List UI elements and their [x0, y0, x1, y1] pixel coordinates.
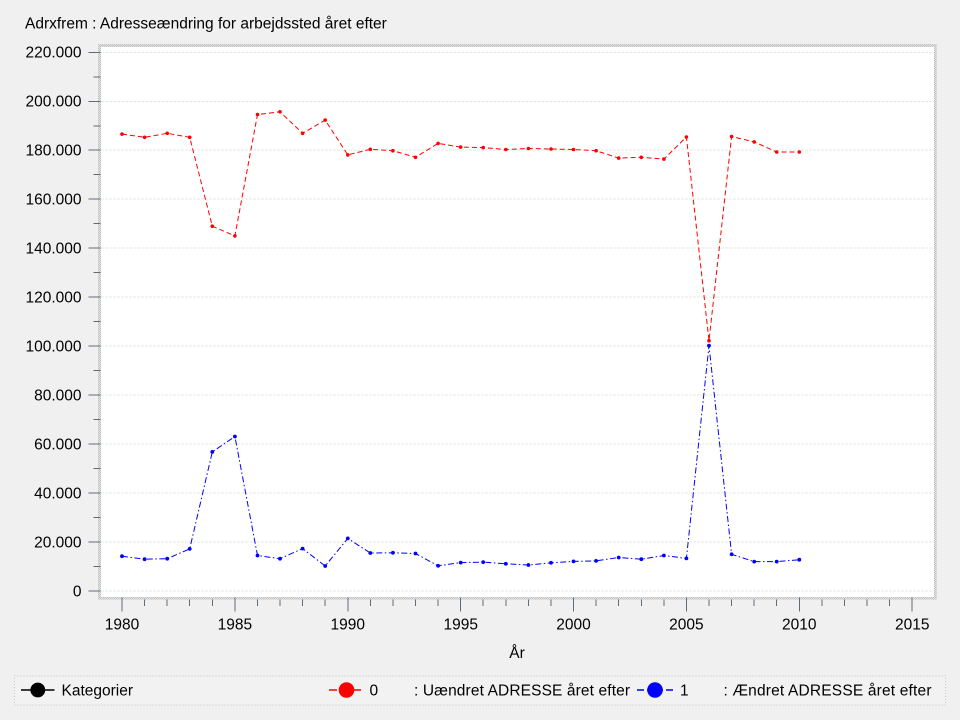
svg-text:200.000: 200.000: [25, 94, 81, 111]
svg-text:1995: 1995: [443, 617, 477, 634]
svg-text:20.000: 20.000: [34, 534, 82, 551]
svg-text:2015: 2015: [895, 617, 929, 634]
svg-text:40.000: 40.000: [34, 485, 82, 502]
svg-text:60.000: 60.000: [34, 436, 82, 453]
svg-text:1985: 1985: [218, 617, 252, 634]
svg-text:160.000: 160.000: [25, 192, 81, 209]
svg-text:2005: 2005: [669, 617, 703, 634]
svg-text:2010: 2010: [782, 617, 817, 634]
svg-text:180.000: 180.000: [25, 143, 81, 160]
svg-text:0: 0: [73, 583, 82, 600]
svg-text:1980: 1980: [105, 617, 140, 634]
svg-text:140.000: 140.000: [25, 241, 81, 258]
svg-text:100.000: 100.000: [25, 338, 81, 355]
svg-text:2000: 2000: [556, 617, 591, 634]
svg-text:1: 1: [680, 682, 689, 699]
svg-text:År: År: [509, 645, 525, 662]
svg-text:Adrxfrem : Adresseændring for: Adrxfrem : Adresseændring for arbejdsste…: [25, 16, 387, 33]
svg-text:80.000: 80.000: [34, 387, 82, 404]
svg-text:: Uændret ADRESSE året efter: : Uændret ADRESSE året efter: [414, 682, 630, 699]
svg-text:Kategorier: Kategorier: [62, 682, 134, 699]
svg-text:120.000: 120.000: [25, 290, 81, 307]
svg-text:0: 0: [370, 682, 379, 699]
svg-text:1990: 1990: [331, 617, 366, 634]
svg-text:220.000: 220.000: [25, 45, 81, 62]
svg-text:: Ændret ADRESSE året efter: : Ændret ADRESSE året efter: [724, 682, 932, 699]
